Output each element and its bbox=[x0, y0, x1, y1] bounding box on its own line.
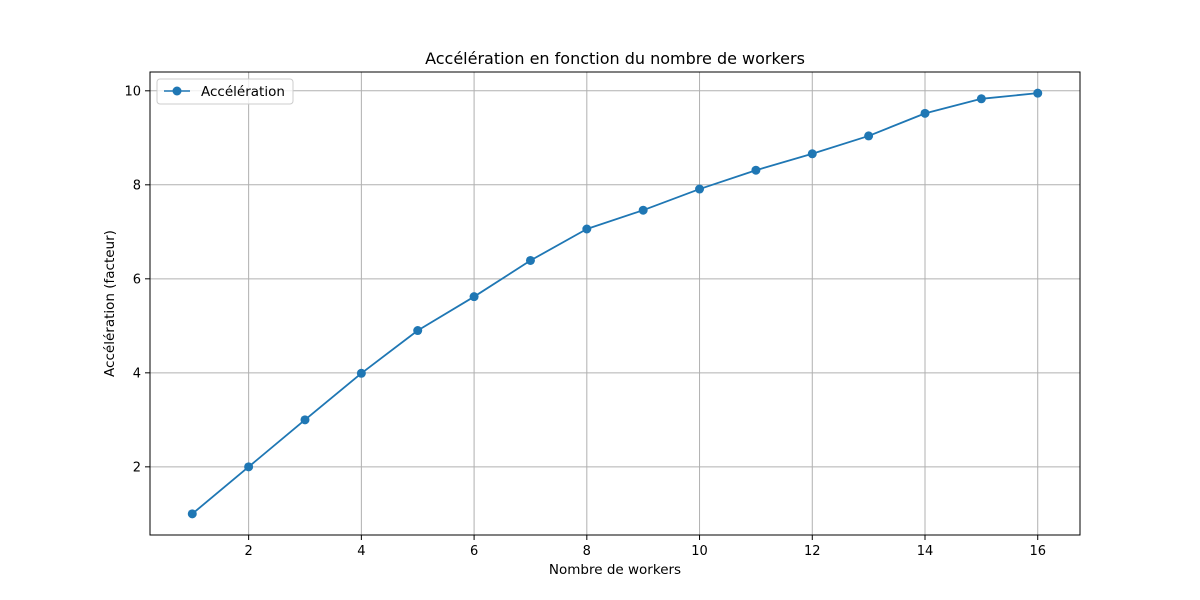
data-point bbox=[751, 165, 761, 175]
x-tick-label: 6 bbox=[470, 544, 478, 559]
data-point bbox=[300, 415, 310, 425]
y-tick-label: 4 bbox=[133, 366, 141, 381]
legend: Accélération bbox=[156, 78, 294, 105]
x-tick-label: 12 bbox=[804, 544, 821, 559]
data-point bbox=[864, 131, 874, 141]
x-axis-label: Nombre de workers bbox=[549, 562, 681, 578]
data-point bbox=[187, 509, 197, 519]
x-axis-ticks: 2 4 6 8 10 12 14 16 bbox=[244, 535, 1046, 559]
y-axis-ticks: 2 4 6 8 10 bbox=[124, 84, 150, 475]
data-point bbox=[638, 205, 648, 215]
data-point bbox=[244, 462, 254, 472]
data-point bbox=[1033, 88, 1043, 98]
x-tick-label: 4 bbox=[357, 544, 365, 559]
plot-frame bbox=[149, 71, 1081, 536]
grid bbox=[150, 72, 1080, 535]
x-tick-label: 8 bbox=[583, 544, 591, 559]
y-axis-label: Accélération (facteur) bbox=[102, 230, 118, 377]
data-point bbox=[469, 292, 479, 302]
data-point bbox=[807, 149, 817, 159]
x-tick-label: 2 bbox=[244, 544, 252, 559]
data-point bbox=[582, 224, 592, 234]
legend-marker-swatch bbox=[172, 86, 182, 96]
y-tick-label: 8 bbox=[133, 178, 141, 193]
legend-box bbox=[156, 78, 294, 105]
legend-label: Accélération bbox=[201, 84, 285, 100]
y-tick-label: 2 bbox=[133, 460, 141, 475]
chart-title: Accélération en fonction du nombre de wo… bbox=[425, 49, 805, 68]
data-point bbox=[695, 184, 705, 194]
data-point bbox=[525, 255, 535, 265]
y-tick-label: 10 bbox=[124, 84, 141, 99]
data-point bbox=[413, 326, 423, 336]
y-tick-label: 6 bbox=[133, 272, 141, 287]
data-point bbox=[920, 108, 930, 118]
plot-area bbox=[150, 72, 1080, 535]
series-line bbox=[191, 92, 1038, 515]
data-point bbox=[976, 94, 986, 104]
x-tick-label: 14 bbox=[917, 544, 934, 559]
x-tick-label: 10 bbox=[691, 544, 708, 559]
series-layer bbox=[187, 88, 1043, 519]
x-tick-label: 16 bbox=[1029, 544, 1046, 559]
data-point bbox=[356, 368, 366, 378]
